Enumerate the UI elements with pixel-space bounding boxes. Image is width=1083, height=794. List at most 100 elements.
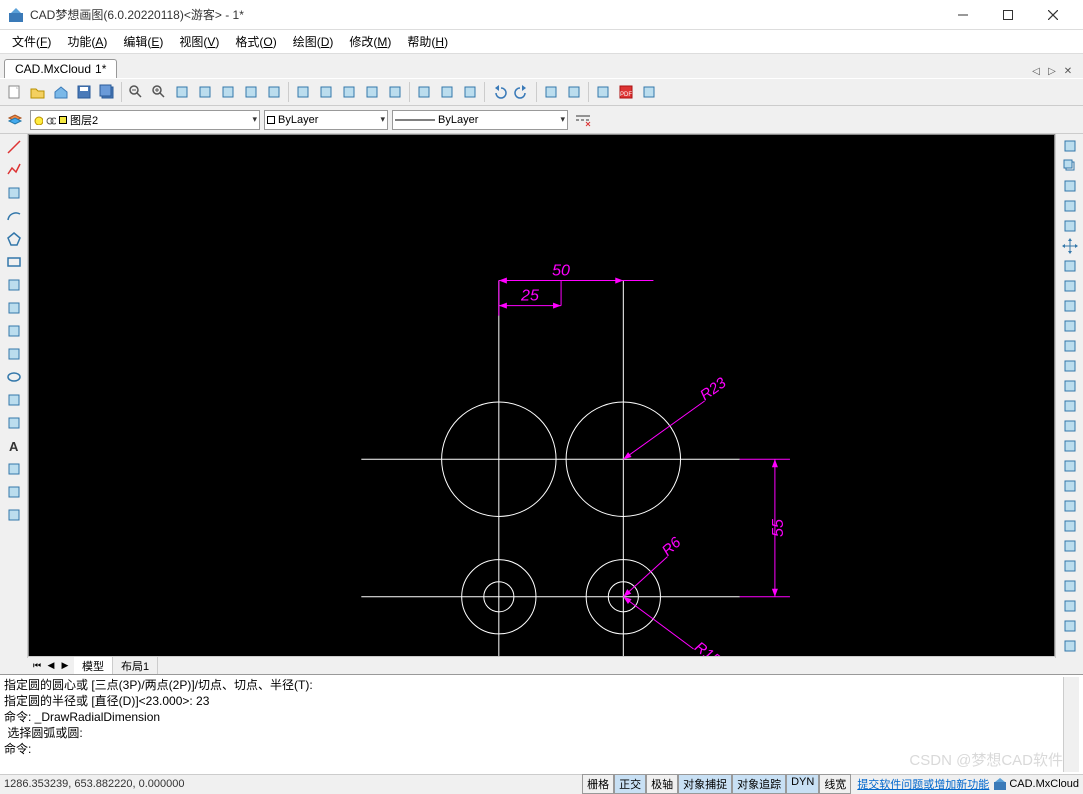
copy-icon[interactable] xyxy=(1059,156,1081,175)
rotate-icon[interactable] xyxy=(1059,256,1081,275)
menu-e[interactable]: 编辑(E) xyxy=(115,31,171,52)
autozoom-icon[interactable] xyxy=(171,81,193,103)
color-icon[interactable] xyxy=(338,81,360,103)
zoom-window-icon[interactable] xyxy=(217,81,239,103)
extend-icon[interactable] xyxy=(1059,356,1081,375)
mtext-icon[interactable] xyxy=(3,458,25,480)
fillet-icon[interactable] xyxy=(1059,416,1081,435)
trim-icon[interactable] xyxy=(1059,316,1081,335)
toggle-DYN[interactable]: DYN xyxy=(786,774,819,794)
tab-prev-icon[interactable]: ◁ xyxy=(1029,64,1043,78)
snap-a-icon[interactable] xyxy=(3,481,25,503)
line-icon[interactable] xyxy=(3,136,25,158)
close-button[interactable] xyxy=(1030,0,1075,30)
menu-m[interactable]: 修改(M) xyxy=(341,31,399,52)
linetype-icon[interactable] xyxy=(361,81,383,103)
hand-icon[interactable] xyxy=(263,81,285,103)
zoom-out-icon[interactable] xyxy=(125,81,147,103)
tab-close-icon[interactable]: ✕ xyxy=(1061,64,1075,78)
drawing-canvas[interactable]: 502555R23R6R15YX107003090 xyxy=(28,134,1055,658)
toggle-栅格[interactable]: 栅格 xyxy=(582,774,614,794)
document-tab[interactable]: CAD.MxCloud 1* xyxy=(4,59,117,78)
menu-d[interactable]: 绘图(D) xyxy=(285,31,342,52)
chamfer-icon[interactable] xyxy=(1059,436,1081,455)
spline-icon[interactable] xyxy=(3,297,25,319)
page-icon[interactable] xyxy=(459,81,481,103)
command-history[interactable]: 指定圆的圆心或 [三点(3P)/两点(2P)]/切点、切点、半径(T):指定圆的… xyxy=(0,674,1083,774)
zoom-ext-icon[interactable] xyxy=(240,81,262,103)
join-icon[interactable] xyxy=(1059,396,1081,415)
text-icon[interactable]: A xyxy=(3,435,25,457)
scale-icon[interactable] xyxy=(1059,276,1081,295)
dim-angular-icon[interactable] xyxy=(1059,557,1081,576)
layer-list-icon[interactable] xyxy=(1059,136,1081,155)
model-tab[interactable]: 模型 xyxy=(74,657,113,675)
table-icon[interactable] xyxy=(1059,477,1081,496)
minimize-button[interactable] xyxy=(940,0,985,30)
tab-first-icon[interactable]: ⏮ xyxy=(30,659,44,673)
move-icon[interactable] xyxy=(1059,236,1081,255)
zoom-in-icon[interactable] xyxy=(148,81,170,103)
layer-props-icon[interactable] xyxy=(4,109,26,131)
redo-icon[interactable] xyxy=(511,81,533,103)
lineweight-icon[interactable] xyxy=(384,81,406,103)
arc-dim-icon[interactable] xyxy=(1059,497,1081,516)
maximize-button[interactable] xyxy=(985,0,1030,30)
ellipse-icon[interactable] xyxy=(3,366,25,388)
offset-icon[interactable] xyxy=(1059,196,1081,215)
toggle-极轴[interactable]: 极轴 xyxy=(646,774,678,794)
hatch-icon[interactable] xyxy=(3,412,25,434)
mirror-icon[interactable] xyxy=(1059,176,1081,195)
dim-aligned-icon[interactable] xyxy=(1059,537,1081,556)
menu-f[interactable]: 文件(F) xyxy=(4,31,59,52)
open-icon[interactable] xyxy=(27,81,49,103)
tab-next-icon[interactable]: ▷ xyxy=(1045,64,1059,78)
copyprops-icon[interactable] xyxy=(413,81,435,103)
layer-selector[interactable]: 图层2 ▾ xyxy=(30,110,260,130)
globe-icon[interactable] xyxy=(592,81,614,103)
toggle-对象捕捉[interactable]: 对象捕捉 xyxy=(678,774,732,794)
menu-a[interactable]: 功能(A) xyxy=(59,31,115,52)
measure-icon[interactable] xyxy=(1059,617,1081,636)
paint-icon[interactable] xyxy=(436,81,458,103)
pencil-icon[interactable] xyxy=(292,81,314,103)
hatch-edit-icon[interactable] xyxy=(1059,597,1081,616)
break-icon[interactable] xyxy=(1059,376,1081,395)
undo-icon[interactable] xyxy=(488,81,510,103)
arc-trim-icon[interactable] xyxy=(1059,336,1081,355)
new-icon[interactable] xyxy=(4,81,26,103)
layout-tab[interactable]: 布局1 xyxy=(113,657,158,675)
pdf-icon[interactable]: PDF xyxy=(615,81,637,103)
dimension-table-icon[interactable] xyxy=(3,504,25,526)
dim-leader-icon[interactable] xyxy=(1059,577,1081,596)
pan-icon[interactable] xyxy=(194,81,216,103)
stretch-icon[interactable] xyxy=(1059,296,1081,315)
linetype-selector[interactable]: ByLayer ▾ xyxy=(392,110,568,130)
dim-linear-icon[interactable] xyxy=(1059,517,1081,536)
revcloud-icon[interactable] xyxy=(3,274,25,296)
print-icon[interactable] xyxy=(540,81,562,103)
ellipse-arc-icon[interactable] xyxy=(3,343,25,365)
dim-style-icon[interactable] xyxy=(1059,637,1081,656)
polygon-icon[interactable] xyxy=(3,228,25,250)
scrollbar[interactable] xyxy=(1063,677,1079,772)
saveas-icon[interactable] xyxy=(96,81,118,103)
menu-h[interactable]: 帮助(H) xyxy=(399,31,456,52)
home-icon[interactable] xyxy=(50,81,72,103)
linetype-props-icon[interactable] xyxy=(572,109,594,131)
array-icon[interactable] xyxy=(1059,216,1081,235)
ray-icon[interactable] xyxy=(3,182,25,204)
toggle-对象追踪[interactable]: 对象追踪 xyxy=(732,774,786,794)
donut-icon[interactable] xyxy=(3,389,25,411)
tab-prev-icon[interactable]: ◀ xyxy=(44,659,58,673)
feedback-link[interactable]: 提交软件问题或增加新功能 xyxy=(857,776,989,792)
save-icon[interactable] xyxy=(73,81,95,103)
layers-icon[interactable] xyxy=(315,81,337,103)
menu-o[interactable]: 格式(O) xyxy=(227,31,284,52)
toggle-正交[interactable]: 正交 xyxy=(614,774,646,794)
rectangle-icon[interactable] xyxy=(3,251,25,273)
tab-next-icon[interactable]: ▶ xyxy=(58,659,72,673)
color-selector[interactable]: ByLayer ▾ xyxy=(264,110,388,130)
export-icon[interactable] xyxy=(638,81,660,103)
menu-v[interactable]: 视图(V) xyxy=(171,31,227,52)
